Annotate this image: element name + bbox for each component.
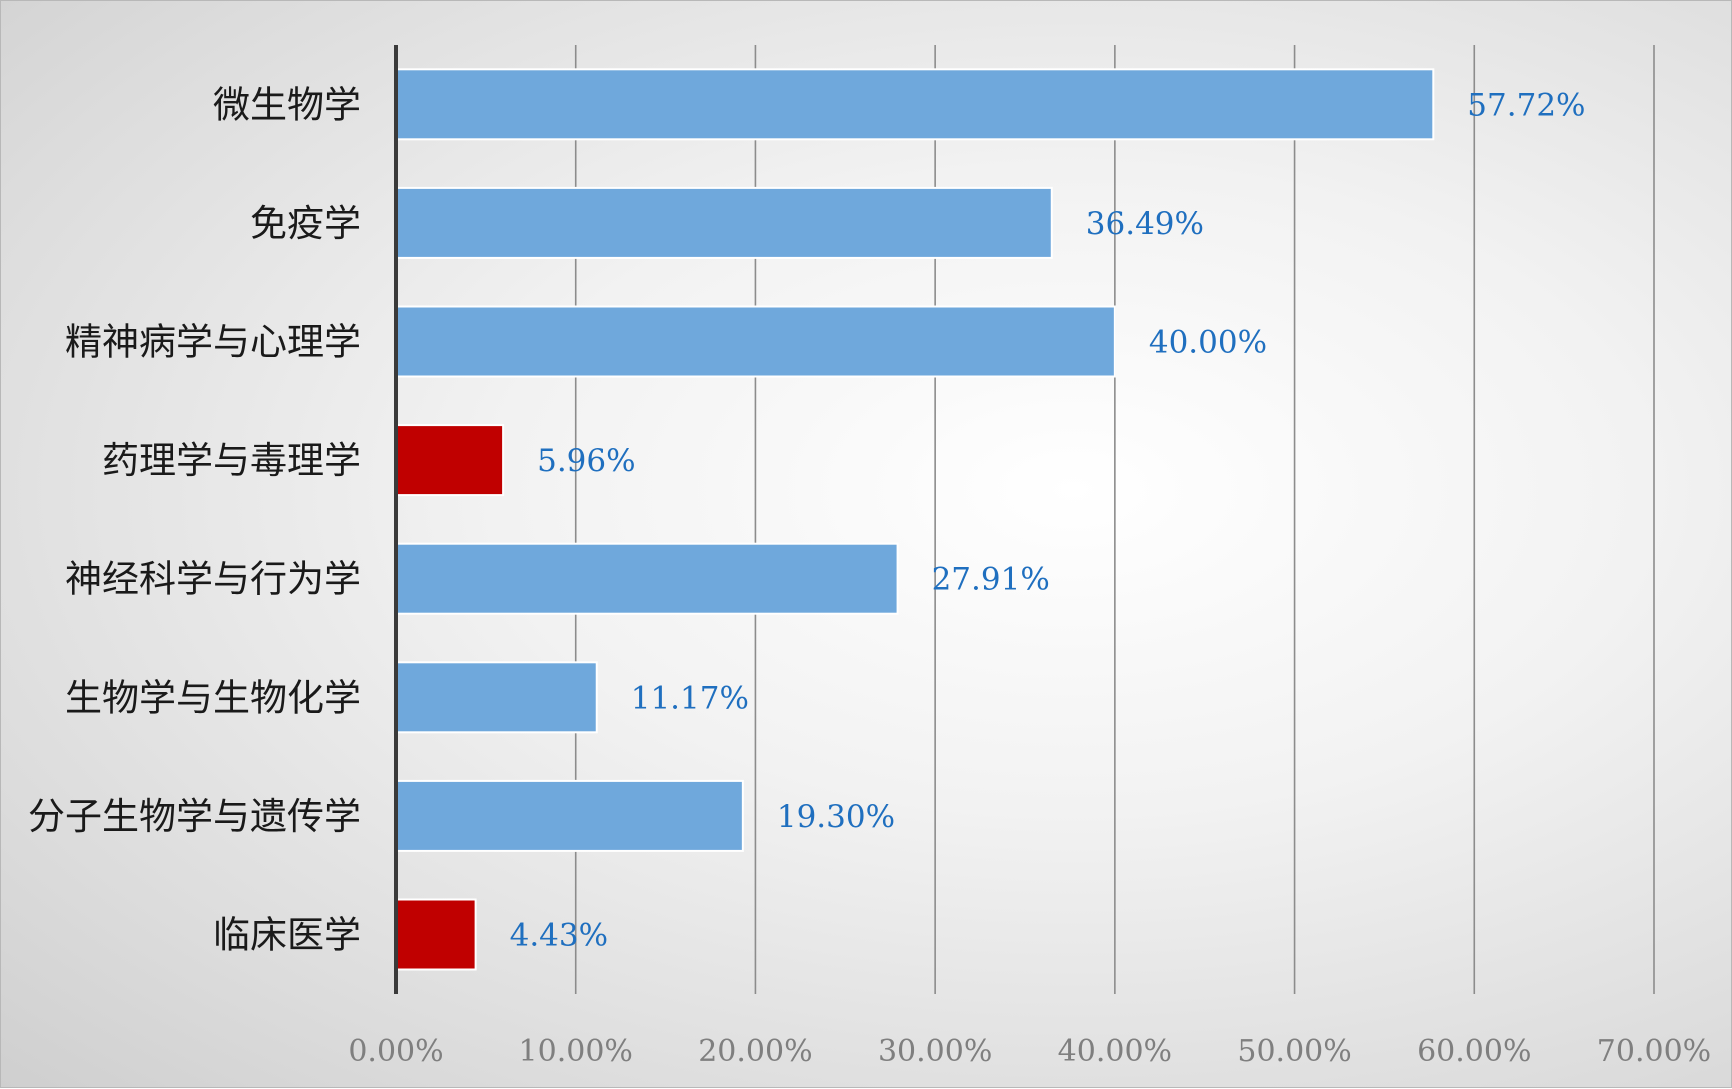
x-tick-label: 60.00% xyxy=(1417,1034,1531,1069)
category-label: 生物学与生物化学 xyxy=(65,676,361,719)
x-tick-label: 20.00% xyxy=(698,1034,812,1069)
data-label: 36.49% xyxy=(1086,206,1204,242)
bar xyxy=(395,68,1435,141)
x-tick-label: 10.00% xyxy=(519,1034,633,1069)
x-tick-label: 30.00% xyxy=(878,1034,992,1069)
bar xyxy=(395,542,899,615)
x-tick-label: 50.00% xyxy=(1237,1034,1351,1069)
data-label: 5.96% xyxy=(537,443,635,479)
x-tick-label: 0.00% xyxy=(348,1034,443,1069)
category-label: 药理学与毒理学 xyxy=(102,439,361,482)
bar xyxy=(395,186,1053,259)
data-label: 57.72% xyxy=(1467,87,1585,123)
category-label: 临床医学 xyxy=(213,914,361,957)
x-tick-label: 70.00% xyxy=(1597,1034,1711,1069)
category-label: 神经科学与行为学 xyxy=(65,558,361,601)
data-label: 40.00% xyxy=(1149,325,1267,361)
category-label: 微生物学 xyxy=(213,83,361,126)
x-tick-label: 40.00% xyxy=(1058,1034,1172,1069)
bar-highlighted xyxy=(395,898,477,971)
data-label: 19.30% xyxy=(777,799,895,835)
category-label: 分子生物学与遗传学 xyxy=(28,795,361,838)
data-label: 27.91% xyxy=(932,562,1050,598)
data-label: 4.43% xyxy=(510,918,608,954)
bar xyxy=(395,661,598,734)
bar xyxy=(395,779,744,852)
bar-highlighted xyxy=(395,424,505,497)
bar xyxy=(395,305,1116,378)
category-label: 免疫学 xyxy=(250,202,361,245)
data-label: 11.17% xyxy=(631,680,749,716)
category-label: 精神病学与心理学 xyxy=(65,321,361,364)
